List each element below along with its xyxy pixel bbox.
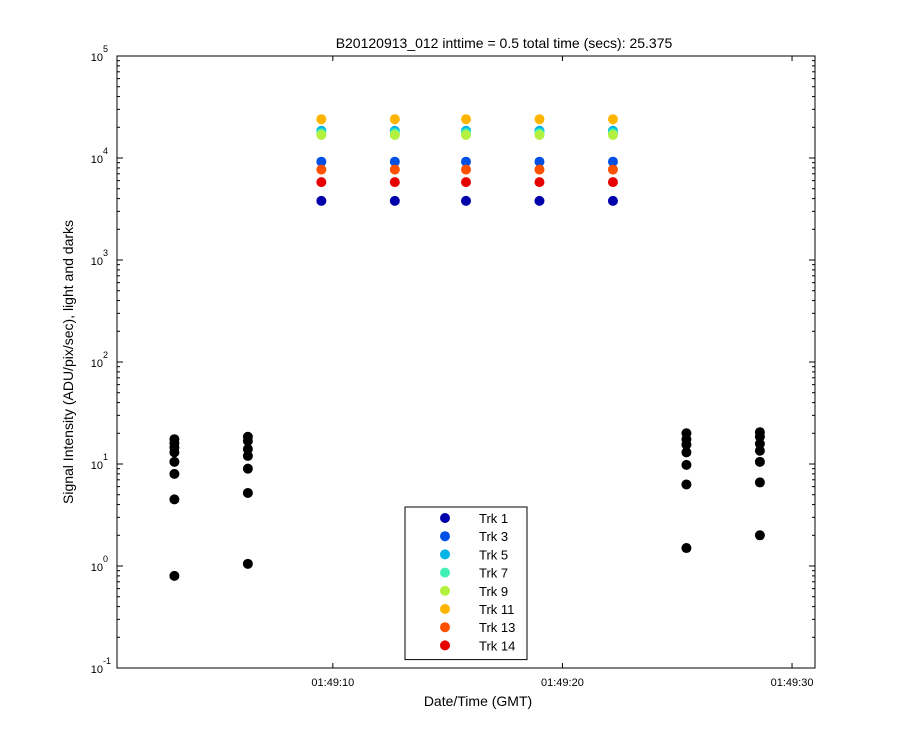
y-tick-exponent: 3 xyxy=(103,248,108,258)
legend-label: Trk 14 xyxy=(479,638,515,653)
y-tick-exponent: -1 xyxy=(103,656,111,666)
dark-point xyxy=(242,487,253,498)
y-tick-exponent: 5 xyxy=(103,44,108,54)
legend-marker xyxy=(440,531,450,542)
point-trk-3 xyxy=(607,156,618,167)
y-tick-label: 10 xyxy=(91,52,103,64)
y-tick-exponent: 2 xyxy=(103,350,108,360)
y-axis-title: Signal Intensity (ADU/pix/sec), light an… xyxy=(60,220,76,504)
legend-marker xyxy=(440,622,450,633)
chart-title: B20120913_012 inttime = 0.5 total time (… xyxy=(336,35,673,51)
legend-marker xyxy=(440,567,450,578)
y-tick-exponent: 0 xyxy=(103,554,108,564)
dark-point xyxy=(754,431,765,442)
point-trk-3 xyxy=(534,156,545,167)
legend-marker xyxy=(440,640,450,651)
y-tick-label: 10 xyxy=(91,358,103,370)
point-trk-13 xyxy=(316,164,327,175)
dark-point xyxy=(242,436,253,447)
x-tick-label: 01:49:10 xyxy=(311,677,354,689)
point-trk-13 xyxy=(534,164,545,175)
legend-label: Trk 11 xyxy=(479,602,514,617)
x-tick-label: 01:49:20 xyxy=(541,677,584,689)
dark-point xyxy=(754,438,765,449)
y-tick-label: 10 xyxy=(91,562,103,574)
point-trk-11 xyxy=(534,114,545,125)
y-tick-label: 10 xyxy=(91,460,103,472)
point-trk-3 xyxy=(389,156,400,167)
point-trk-11 xyxy=(607,114,618,125)
point-trk-9 xyxy=(461,130,471,141)
legend-label: Trk 13 xyxy=(479,620,515,635)
point-trk-11 xyxy=(316,114,327,125)
point-trk-11 xyxy=(389,114,400,125)
dark-point xyxy=(681,479,692,490)
dark-point xyxy=(242,558,253,569)
dark-point xyxy=(169,447,180,458)
point-trk-1 xyxy=(534,195,545,206)
y-tick-exponent: 4 xyxy=(103,146,108,156)
legend-label: Trk 5 xyxy=(479,547,508,562)
point-trk-11 xyxy=(461,114,471,125)
point-trk-9 xyxy=(607,130,618,141)
dark-point xyxy=(754,530,765,541)
dark-point xyxy=(681,543,692,554)
dark-point xyxy=(754,456,765,467)
point-trk-1 xyxy=(389,195,400,206)
point-trk-3 xyxy=(461,156,471,167)
point-trk-1 xyxy=(316,195,327,206)
point-trk-13 xyxy=(461,164,471,175)
point-trk-14 xyxy=(316,177,327,188)
legend-marker xyxy=(440,585,450,596)
dark-point xyxy=(169,494,180,505)
dark-point xyxy=(242,463,253,474)
dark-point xyxy=(754,445,765,456)
dark-point xyxy=(681,459,692,470)
point-trk-13 xyxy=(607,164,618,175)
point-trk-13 xyxy=(389,164,400,175)
point-trk-14 xyxy=(461,177,471,188)
legend: Trk 1 Trk 3 Trk 5 Trk 7 Trk 9 Trk 11 Trk 13 Trk… xyxy=(404,506,528,661)
point-trk-9 xyxy=(534,130,545,141)
y-tick-label: 10 xyxy=(91,154,103,166)
dark-point xyxy=(754,477,765,488)
point-trk-3 xyxy=(316,156,327,167)
legend-label: Trk 7 xyxy=(479,566,508,581)
legend-label: Trk 1 xyxy=(479,511,508,526)
y-tick-label: 10 xyxy=(91,256,103,268)
legend-label: Trk 9 xyxy=(479,584,508,599)
dark-point xyxy=(681,439,692,450)
data-points xyxy=(169,114,765,581)
point-trk-9 xyxy=(316,130,327,141)
point-trk-14 xyxy=(389,177,400,188)
x-tick-label: 01:49:30 xyxy=(771,677,814,689)
point-trk-14 xyxy=(607,177,618,188)
y-tick-label: 10 xyxy=(91,664,103,676)
dark-point xyxy=(242,450,253,461)
y-tick-exponent: 1 xyxy=(103,452,108,462)
dark-point xyxy=(681,447,692,458)
legend-marker xyxy=(440,604,450,614)
point-trk-9 xyxy=(389,130,400,141)
x-axis-title: Date/Time (GMT) xyxy=(424,693,532,709)
dark-point xyxy=(169,456,180,467)
axis-ticks: 01:49:10 01:49:20 01:49:3010-1100101102103… xyxy=(91,44,815,689)
legend-marker xyxy=(440,549,450,560)
legend-marker xyxy=(440,513,450,523)
dark-point xyxy=(169,468,180,479)
dark-point xyxy=(169,570,180,581)
point-trk-14 xyxy=(534,177,545,188)
legend-label: Trk 3 xyxy=(479,529,508,544)
point-trk-1 xyxy=(607,195,618,206)
legend-box xyxy=(404,506,528,661)
point-trk-1 xyxy=(461,195,471,206)
